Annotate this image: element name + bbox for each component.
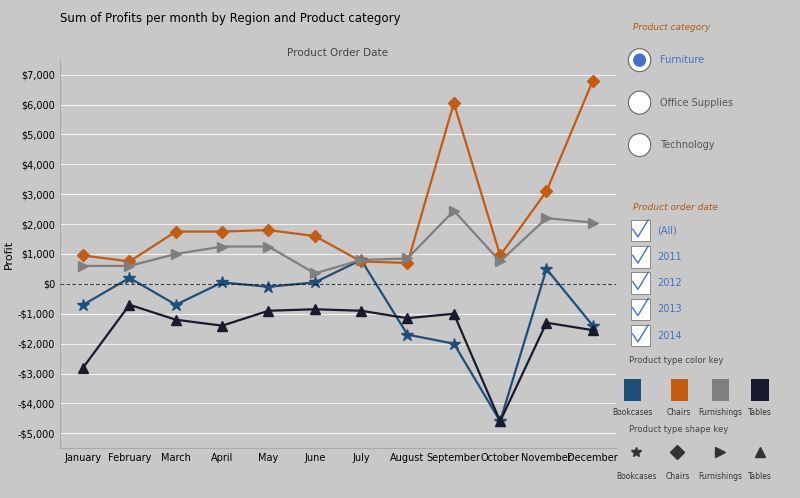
Text: Bookcases: Bookcases [613, 408, 653, 417]
Text: Product type shape key: Product type shape key [630, 425, 729, 434]
Text: Chairs: Chairs [667, 408, 691, 417]
Circle shape [629, 49, 650, 72]
Text: Tables: Tables [748, 472, 772, 481]
Text: (All): (All) [657, 226, 677, 236]
FancyBboxPatch shape [631, 246, 650, 268]
Text: 2011: 2011 [657, 252, 682, 262]
Title: Product Order Date: Product Order Date [287, 48, 389, 58]
Y-axis label: Profit: Profit [3, 240, 14, 268]
FancyBboxPatch shape [631, 272, 650, 294]
Bar [624, 379, 642, 400]
FancyBboxPatch shape [631, 220, 650, 242]
FancyBboxPatch shape [631, 325, 650, 347]
Text: 2014: 2014 [657, 331, 682, 341]
Text: Furnishings: Furnishings [698, 408, 742, 417]
Bar [670, 379, 688, 400]
Circle shape [629, 133, 650, 156]
Circle shape [633, 53, 646, 67]
Text: Tables: Tables [748, 408, 772, 417]
Text: Chairs: Chairs [666, 472, 690, 481]
Text: 2012: 2012 [657, 278, 682, 288]
FancyBboxPatch shape [631, 299, 650, 320]
Text: Furniture: Furniture [660, 55, 704, 65]
Circle shape [629, 91, 650, 114]
Text: Product category: Product category [633, 23, 710, 32]
Text: 2013: 2013 [657, 304, 682, 314]
Bar [751, 379, 769, 400]
Text: Product type color key: Product type color key [630, 356, 724, 365]
Bar [712, 379, 729, 400]
Text: Office Supplies: Office Supplies [660, 98, 734, 108]
Text: Furnishings: Furnishings [698, 472, 742, 481]
Text: Product order date: Product order date [633, 203, 718, 212]
Text: Technology: Technology [660, 140, 714, 150]
Text: Sum of Profits per month by Region and Product category: Sum of Profits per month by Region and P… [60, 12, 401, 25]
Text: Bookcases: Bookcases [616, 472, 656, 481]
